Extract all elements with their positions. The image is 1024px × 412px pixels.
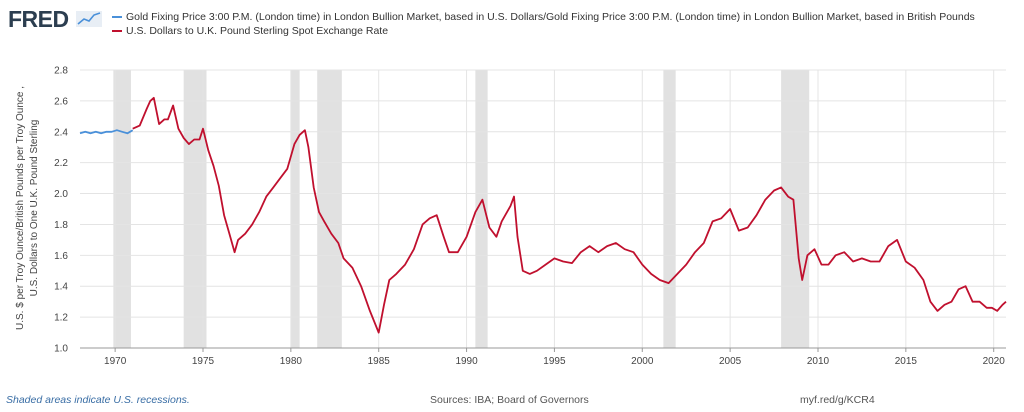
x-tick-label-9: 2015	[895, 356, 918, 367]
legend: Gold Fixing Price 3:00 P.M. (London time…	[112, 10, 992, 38]
x-axis: 1970 1975 1980 1985 1990 1995 2000 2005 2010 2015…	[80, 347, 1006, 367]
recession-band-0	[113, 70, 131, 348]
legend-label-gold-ratio: Gold Fixing Price 3:00 P.M. (London time…	[126, 11, 975, 23]
y-tick-label-2: 1.4	[54, 282, 68, 293]
y-tick-label-8: 2.6	[54, 96, 68, 107]
recession-band-4	[475, 70, 488, 348]
y-tick-label-5: 2.0	[54, 189, 68, 200]
series-line-1	[132, 96, 1007, 334]
legend-item-exchange-rate: U.S. Dollars to U.K. Pound Sterling Spot…	[112, 24, 992, 38]
y-tick-label-6: 2.2	[54, 158, 68, 169]
recession-band-5	[663, 70, 676, 348]
x-tick-label-1: 1975	[192, 356, 215, 367]
recession-band-6	[781, 70, 810, 348]
series	[79, 96, 1007, 334]
x-tick-label-6: 2000	[631, 356, 654, 367]
legend-swatch-gold-ratio	[112, 16, 122, 18]
y-tick-label-9: 2.8	[54, 66, 68, 77]
y-tick-label-0: 1.0	[54, 344, 68, 355]
recession-shading	[113, 70, 810, 348]
y-tick-label-4: 1.8	[54, 220, 68, 231]
recession-band-1	[183, 70, 207, 348]
recession-note: Shaded areas indicate U.S. recessions.	[6, 394, 190, 406]
gridlines	[80, 69, 1006, 349]
y-tick-label-3: 1.6	[54, 251, 68, 262]
x-tick-label-8: 2010	[807, 356, 830, 367]
x-tick-label-10: 2020	[983, 356, 1006, 367]
sources-text: Sources: IBA; Board of Governors	[430, 394, 589, 406]
x-tick-label-3: 1985	[368, 356, 391, 367]
y-axis-label-line1: U.S. $ per Troy Ounce/British Pounds per…	[15, 86, 26, 330]
y-axis-label-line2: U.S. Dollars to One U.K. Pound Sterling	[29, 120, 40, 297]
x-tick-label-2: 1980	[280, 356, 303, 367]
recession-band-3	[317, 70, 342, 348]
series-line-0	[79, 129, 134, 135]
fred-logo-text: FRED	[8, 6, 69, 30]
fred-logo[interactable]: FRED	[8, 6, 106, 30]
x-tick-label-0: 1970	[104, 356, 127, 367]
y-axis: 1.0 1.2 1.4 1.6 1.8 2.0 2.2 2.4 2.6 2.8	[54, 66, 68, 355]
x-tick-label-7: 2005	[719, 356, 742, 367]
legend-swatch-exchange-rate	[112, 30, 122, 32]
legend-label-exchange-rate: U.S. Dollars to U.K. Pound Sterling Spot…	[126, 25, 389, 37]
x-tick-label-5: 1995	[543, 356, 566, 367]
recession-band-2	[290, 70, 300, 348]
y-tick-label-1: 1.2	[54, 313, 68, 324]
y-tick-label-7: 2.4	[54, 127, 68, 138]
short-url-link[interactable]: myf.red/g/KCR4	[800, 394, 875, 406]
x-tick-label-4: 1990	[455, 356, 478, 367]
fred-sparkline-icon	[76, 11, 102, 27]
legend-item-gold-ratio: Gold Fixing Price 3:00 P.M. (London time…	[112, 10, 992, 24]
